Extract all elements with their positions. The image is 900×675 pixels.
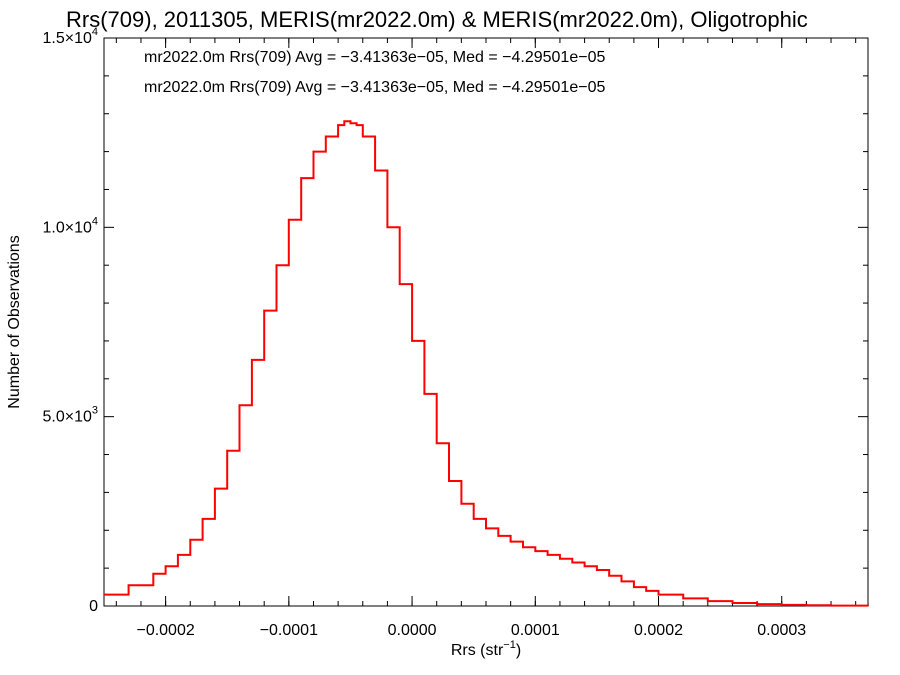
y-axis-label: Number of Observations	[6, 235, 23, 408]
histogram-point	[103, 593, 105, 596]
histogram-point	[756, 603, 758, 605]
histogram-point	[546, 554, 549, 556]
histogram-point	[349, 122, 352, 124]
histogram-point	[645, 590, 647, 592]
histogram-point	[583, 565, 586, 567]
histogram-point	[571, 561, 574, 564]
histogram-point	[522, 546, 524, 549]
chart-title: Rrs(709), 2011305, MERIS(mr2022.0m) & ME…	[66, 7, 808, 32]
histogram-point	[620, 580, 623, 583]
histogram-point	[337, 124, 339, 126]
histogram-point	[127, 584, 130, 586]
histogram-point	[398, 283, 401, 285]
histogram-point	[177, 554, 179, 556]
histogram-point	[251, 359, 253, 361]
x-tick-label: 0.0000	[388, 622, 437, 639]
x-tick-label: −0.0001	[260, 622, 318, 639]
y-tick-label: 5.0×103	[42, 405, 98, 426]
histogram-point	[435, 442, 438, 445]
histogram-point	[214, 487, 216, 490]
series-layer	[103, 120, 869, 607]
histogram-point	[780, 604, 783, 606]
histogram-point	[411, 340, 413, 342]
x-tick-label: 0.0001	[511, 622, 560, 639]
histogram-point	[362, 135, 364, 138]
histogram-point	[485, 527, 487, 530]
stats-annotation-black: mr2022.0m Rrs(709) Avg = −3.41363e−05, M…	[144, 49, 605, 66]
histogram-point	[731, 602, 734, 604]
stats-annotation-red: mr2022.0m Rrs(709) Avg = −3.41363e−05, M…	[144, 79, 605, 96]
histogram-point	[596, 569, 598, 571]
histogram-point	[682, 597, 684, 600]
x-tick-label: −0.0002	[136, 622, 194, 639]
histogram-point	[867, 605, 869, 607]
histogram-point	[164, 565, 167, 567]
x-tick-label: 0.0002	[634, 622, 683, 639]
histogram-point	[497, 535, 500, 537]
y-tick-label: 1.0×104	[42, 215, 98, 236]
histogram-series-0	[104, 120, 869, 607]
histogram-point	[608, 574, 610, 577]
histogram-point	[472, 518, 475, 520]
histogram-point	[386, 226, 389, 229]
histogram-point	[805, 604, 808, 606]
histogram-point	[657, 593, 660, 596]
histogram-point	[534, 550, 537, 552]
x-axis-label: Rrs (str−1)	[451, 639, 521, 659]
histogram-point	[707, 600, 709, 602]
y-tick-label: 1.5×104	[42, 26, 98, 47]
histogram-point	[226, 449, 228, 452]
x-tick-label: 0.0003	[757, 622, 806, 639]
axes: −0.0002 −0.0001 0.0000 0.0001 0.0002 0.0003 0 5…	[42, 26, 868, 639]
histogram-point	[152, 573, 155, 575]
histogram-point	[300, 177, 303, 179]
histogram-point	[238, 404, 241, 407]
histogram-point	[509, 540, 512, 543]
histogram-point	[343, 120, 346, 123]
histogram-point	[559, 557, 561, 560]
y-tick-label: 0	[89, 598, 98, 615]
histogram-point	[312, 150, 315, 153]
histogram-point	[263, 309, 266, 312]
histogram-point	[201, 518, 204, 520]
histogram-point	[423, 393, 426, 395]
histogram-point	[288, 219, 290, 221]
histogram-point	[355, 124, 358, 126]
histogram-point	[275, 264, 278, 267]
histogram-point	[374, 169, 376, 172]
histogram-point	[830, 604, 832, 607]
histogram-point	[448, 480, 450, 482]
histogram-point	[189, 538, 192, 541]
histogram-point	[325, 135, 327, 138]
histogram-point	[633, 586, 635, 588]
histogram-point	[460, 503, 463, 505]
